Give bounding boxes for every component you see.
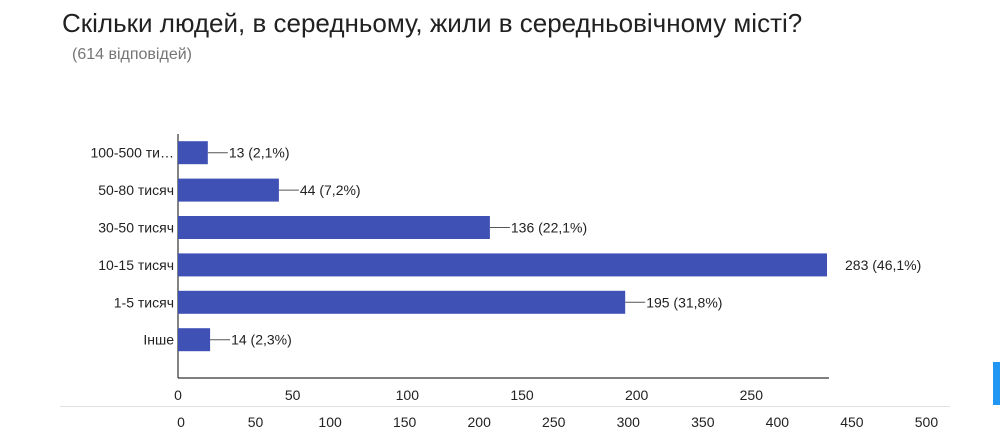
x-tick-label: 100	[396, 387, 420, 403]
data-label: 283 (46,1%)	[845, 257, 921, 273]
secondary-x-tick-label: 200	[468, 414, 492, 430]
x-tick-label: 250	[740, 387, 764, 403]
secondary-x-tick-label: 400	[766, 414, 790, 430]
bar	[178, 141, 208, 165]
data-label: 136 (22,1%)	[511, 220, 587, 236]
secondary-x-tick-label: 250	[542, 414, 566, 430]
secondary-x-tick-label: 300	[617, 414, 641, 430]
bar	[178, 253, 827, 277]
x-tick-label: 0	[174, 387, 182, 403]
x-tick-label: 150	[510, 387, 534, 403]
data-label: 195 (31,8%)	[646, 294, 722, 310]
secondary-x-tick-label: 100	[318, 414, 342, 430]
secondary-x-tick-label: 0	[177, 414, 185, 430]
data-label: 44 (7,2%)	[300, 182, 361, 198]
bottom-divider	[60, 406, 950, 407]
category-label: 1-5 тисяч	[114, 294, 174, 310]
category-label: 10-15 тисяч	[98, 257, 174, 273]
response-count: (614 відповідей)	[72, 46, 192, 63]
data-label: 14 (2,3%)	[231, 332, 292, 348]
category-label: Інше	[143, 332, 174, 348]
secondary-x-tick-label: 50	[248, 414, 264, 430]
scrollbar-indicator[interactable]	[993, 362, 1000, 405]
secondary-x-tick-label: 150	[393, 414, 417, 430]
category-label: 100-500 ти…	[90, 145, 174, 161]
category-label: 50-80 тисяч	[98, 182, 174, 198]
bar	[178, 178, 279, 202]
data-label: 13 (2,1%)	[229, 145, 290, 161]
chart-title: Скільки людей, в середньому, жили в сере…	[62, 8, 803, 38]
bar	[178, 328, 211, 352]
x-tick-label: 200	[625, 387, 649, 403]
bar	[178, 290, 626, 314]
secondary-x-tick-label: 350	[691, 414, 715, 430]
secondary-x-tick-label: 450	[840, 414, 864, 430]
x-tick-label: 50	[285, 387, 301, 403]
bar	[178, 216, 490, 239]
category-label: 30-50 тисяч	[98, 220, 174, 236]
secondary-x-tick-label: 500	[915, 414, 939, 430]
